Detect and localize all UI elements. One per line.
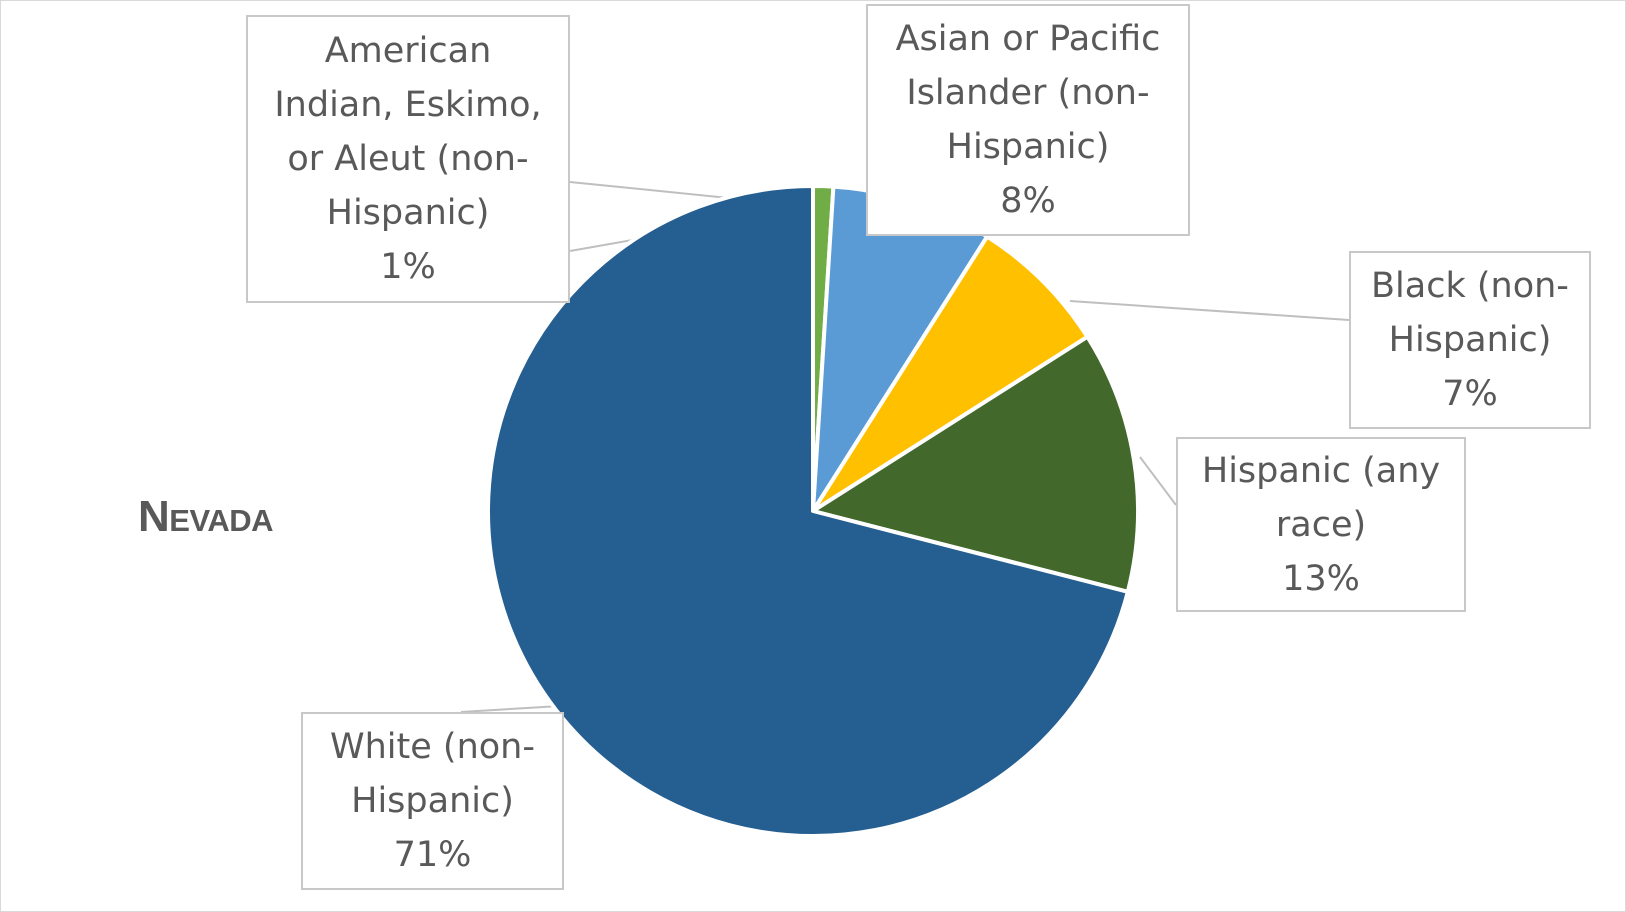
label-line: Hispanic (any	[1201, 450, 1441, 491]
label-line: Hispanic)	[946, 127, 1110, 167]
label-value: 7%	[1442, 374, 1498, 414]
data-label-hispanic: Hispanic (any race) 13%	[1176, 437, 1466, 612]
label-line: Hispanic)	[351, 781, 514, 821]
label-line: American	[324, 31, 492, 71]
data-label-white: White (non- Hispanic) 71%	[301, 712, 564, 890]
label-value: 1%	[380, 247, 436, 287]
label-line: Hispanic)	[1388, 320, 1552, 360]
label-value: 13%	[1282, 558, 1360, 599]
label-line: White (non-	[330, 727, 535, 767]
label-line: Islander (non-	[906, 73, 1150, 113]
leader-line-hispanic	[1139, 456, 1177, 506]
pie-slice-hispanic	[811, 334, 1140, 594]
pie-slice-black	[811, 234, 1090, 513]
label-line: race)	[1275, 504, 1367, 545]
data-label-black: Black (non- Hispanic) 7%	[1349, 251, 1591, 429]
chart-title: Nevada	[138, 492, 274, 541]
label-line: Indian, Eskimo,	[274, 85, 542, 125]
pie-slice-white	[486, 184, 1130, 838]
data-label-american-indian: American Indian, Eskimo, or Aleut (non- …	[246, 15, 570, 303]
label-line: or Aleut (non-	[287, 139, 529, 179]
leader-line-white	[460, 705, 561, 713]
label-value: 8%	[1000, 181, 1056, 221]
label-value: 71%	[393, 835, 472, 875]
data-label-asian-pacific-islander: Asian or Pacific Islander (non- Hispanic…	[866, 4, 1190, 236]
leader-line-black	[1069, 300, 1350, 321]
label-line: Asian or Pacific	[895, 19, 1161, 59]
label-line: Black (non-	[1371, 266, 1569, 306]
pie-slices	[486, 183, 1140, 838]
label-line: Hispanic)	[326, 193, 490, 233]
